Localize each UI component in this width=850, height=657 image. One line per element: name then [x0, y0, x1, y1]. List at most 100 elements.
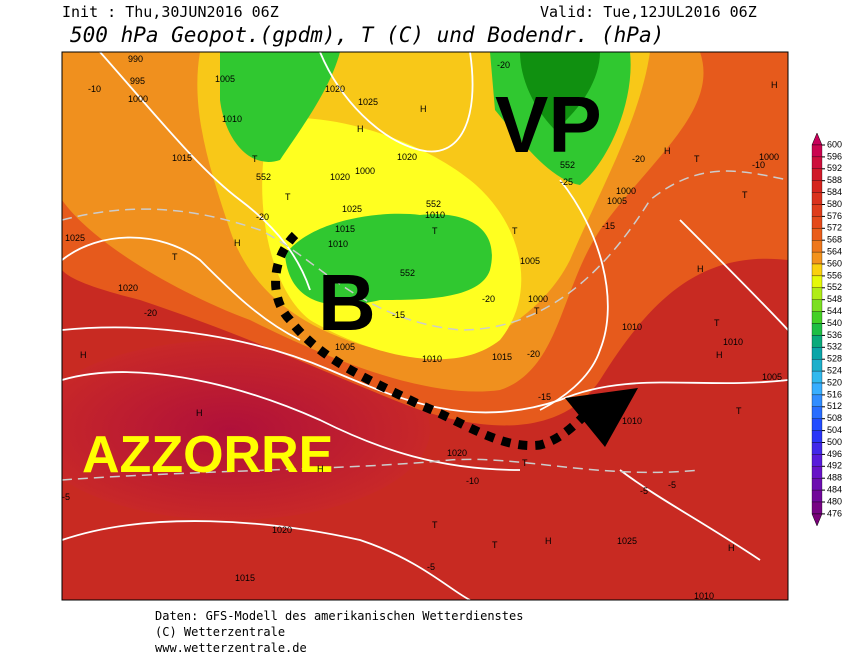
map-label: H — [697, 264, 704, 274]
map-label: 552 — [426, 199, 441, 209]
map-label: 1025 — [358, 97, 378, 107]
colorbar-swatch — [811, 370, 823, 384]
map-label: T — [736, 406, 742, 416]
colorbar-swatch — [811, 311, 823, 324]
colorbar-label: 504 — [827, 425, 842, 435]
map-label: -5 — [62, 492, 70, 502]
map-label: -20 — [482, 294, 495, 304]
map-label: -5 — [427, 562, 435, 572]
colorbar-cap — [811, 132, 823, 146]
map-label: 1020 — [325, 84, 345, 94]
colorbar-swatch — [811, 192, 823, 205]
colorbar-swatch — [811, 430, 823, 443]
colorbar-label: 584 — [827, 187, 842, 197]
map-label: 1010 — [222, 114, 242, 124]
footer-line: www.wetterzentrale.de — [155, 641, 307, 655]
colorbar-label: 496 — [827, 449, 842, 459]
colorbar-label: 520 — [827, 377, 842, 387]
map-label: H — [545, 536, 552, 546]
map-label: T — [512, 226, 518, 236]
map-label: 1015 — [235, 573, 255, 583]
colorbar-swatch — [811, 204, 823, 217]
map-label: -5 — [668, 480, 676, 490]
colorbar-label: 580 — [827, 199, 842, 209]
colorbar-label: 548 — [827, 294, 842, 304]
colorbar-swatch — [811, 501, 823, 515]
colorbar-swatch — [811, 478, 823, 491]
map-label: 1005 — [520, 256, 540, 266]
colorbar-swatch — [811, 216, 823, 229]
colorbar-swatch — [811, 287, 823, 300]
colorbar-label: 484 — [827, 484, 842, 494]
colorbar-swatch — [811, 442, 823, 455]
map-label: -20 — [527, 349, 540, 359]
init-time: Init : Thu,30JUN2016 06Z — [62, 3, 279, 21]
footer-line: Daten: GFS-Modell des amerikanischen Wet… — [155, 609, 523, 623]
map-label: 1025 — [342, 204, 362, 214]
map-label: T — [534, 306, 540, 316]
map-label: 990 — [128, 54, 143, 64]
colorbar-label: 564 — [827, 246, 842, 256]
colorbar-swatch — [811, 454, 823, 467]
colorbar-label: 536 — [827, 330, 842, 340]
colorbar-swatch — [811, 489, 823, 503]
map-label: -15 — [392, 310, 405, 320]
colorbar-swatch — [811, 275, 823, 288]
colorbar-swatch — [811, 382, 823, 396]
colorbar-swatch — [811, 180, 823, 193]
colorbar-label: 512 — [827, 401, 842, 411]
colorbar-swatch — [811, 299, 823, 312]
map-label: -25 — [560, 177, 573, 187]
colorbar-label: 492 — [827, 461, 842, 471]
map-label: 1020 — [272, 525, 292, 535]
map-label: H — [317, 464, 324, 474]
map-label: H — [420, 104, 427, 114]
map-label: 1010 — [622, 416, 642, 426]
map-label: 1015 — [492, 352, 512, 362]
colorbar-swatch — [811, 263, 823, 277]
map-label: 1025 — [65, 233, 85, 243]
colorbar-label: 516 — [827, 389, 842, 399]
map-label: T — [432, 520, 438, 530]
colorbar-swatch — [811, 359, 823, 372]
map-label: -10 — [466, 476, 479, 486]
colorbar-swatch — [811, 406, 823, 419]
map-label: 1010 — [622, 322, 642, 332]
colorbar-label: 552 — [827, 282, 842, 292]
colorbar-label: 576 — [827, 211, 842, 221]
colorbar-swatch — [811, 335, 823, 348]
map-label: T — [285, 192, 291, 202]
map-label: 1015 — [335, 224, 355, 234]
map-label: -15 — [538, 392, 551, 402]
colorbar-label: 544 — [827, 306, 842, 316]
colorbar-label: 480 — [827, 496, 842, 506]
colorbar-label: 528 — [827, 354, 842, 364]
map-label: H — [357, 124, 364, 134]
map-label: 1005 — [335, 342, 355, 352]
colorbar-swatch — [811, 168, 823, 181]
colorbar-swatch — [811, 240, 823, 253]
colorbar-swatch — [811, 466, 823, 479]
map-label: T — [694, 154, 700, 164]
colorbar-label: 476 — [827, 508, 842, 518]
annotation: B — [318, 258, 376, 347]
map-label: -15 — [602, 221, 615, 231]
map-label: -5 — [640, 486, 648, 496]
map-label: 552 — [400, 268, 415, 278]
map-label: T — [492, 540, 498, 550]
map-label: -20 — [497, 60, 510, 70]
colorbar-label: 540 — [827, 318, 842, 328]
map-label: 1000 — [528, 294, 548, 304]
map-label: -10 — [88, 84, 101, 94]
colorbar-cap — [811, 513, 823, 527]
map-label: T — [714, 318, 720, 328]
map-label: 995 — [130, 76, 145, 86]
map-label: H — [728, 543, 735, 553]
colorbar-label: 600 — [827, 139, 842, 149]
colorbar-swatch — [811, 418, 823, 431]
colorbar-label: 568 — [827, 235, 842, 245]
colorbar-label: 532 — [827, 342, 842, 352]
valid-time: Valid: Tue,12JUL2016 06Z — [540, 3, 757, 21]
map-label: 1020 — [118, 283, 138, 293]
colorbar-swatch — [811, 323, 823, 336]
